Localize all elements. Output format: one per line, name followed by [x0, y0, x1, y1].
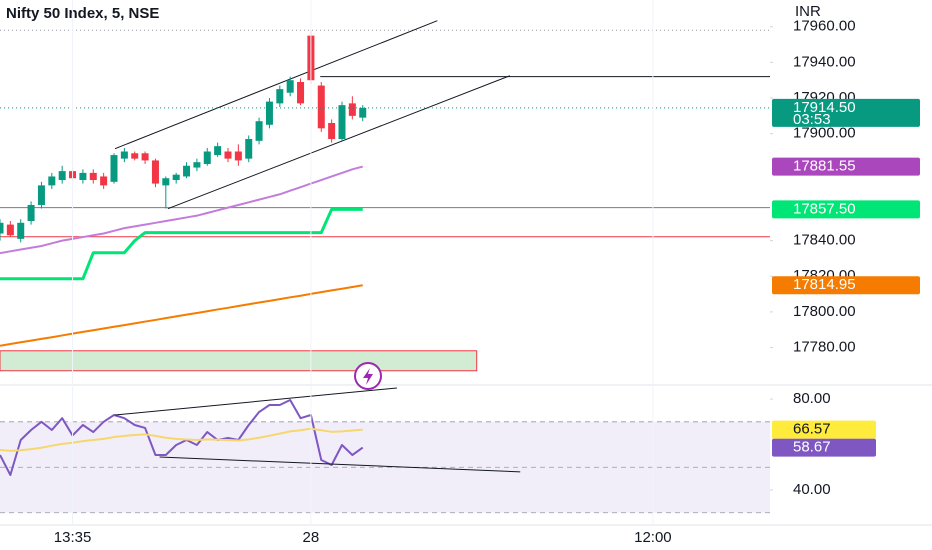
zone: [0, 350, 478, 372]
candle-body: [224, 151, 232, 159]
trendline: [114, 387, 397, 416]
candle-body: [214, 146, 222, 156]
alert-bolt: [363, 368, 373, 385]
y-tick-label: 40.00: [793, 481, 831, 498]
candle-body: [317, 85, 325, 129]
value-label-box: [772, 438, 876, 457]
value-label-box: [772, 276, 920, 295]
value-label: 17857.50: [793, 200, 856, 217]
candle-body: [17, 222, 25, 239]
trendline: [114, 20, 438, 150]
countdown-label: 03:53: [793, 111, 831, 128]
last-price-box: [772, 98, 920, 127]
y-tick-label: 17940.00: [793, 53, 856, 70]
y-tick-label: 17780.00: [793, 339, 856, 356]
candle-body: [172, 174, 180, 181]
candle-body: [120, 151, 128, 159]
value-label: 66.57: [793, 421, 831, 438]
trendline: [167, 75, 511, 210]
y-tick-label: 17800.00: [793, 303, 856, 320]
candle-body: [37, 185, 45, 205]
rsi-panel: [0, 387, 770, 514]
candle-body: [79, 172, 87, 181]
trendline: [159, 456, 521, 473]
candle-body: [110, 155, 118, 182]
candle-body: [6, 224, 14, 236]
value-label: 17814.95: [793, 276, 856, 293]
candle-body: [58, 171, 66, 181]
series-line: [0, 165, 363, 255]
candle-body: [234, 151, 242, 161]
value-label-box: [772, 200, 920, 219]
series-line: [0, 207, 363, 281]
candle-body: [286, 80, 294, 93]
candle-body: [255, 121, 263, 141]
candle-body: [203, 151, 211, 164]
candle-body: [265, 101, 273, 125]
y-tick-label: 17900.00: [793, 125, 856, 142]
x-tick-label: 13:35: [54, 529, 92, 546]
candle-body: [348, 103, 356, 116]
y-tick-label: 80.00: [793, 390, 831, 407]
candle-body: [338, 105, 346, 140]
candle-body: [276, 89, 284, 104]
value-label-box: [772, 420, 876, 439]
candle-body: [183, 165, 191, 177]
series-line: [0, 284, 363, 347]
alert-icon[interactable]: [354, 362, 382, 390]
candle-body: [0, 222, 4, 234]
candle-body: [245, 139, 253, 159]
candle-body: [359, 107, 367, 118]
candle-body: [193, 162, 201, 168]
x-tick-label: 28: [303, 529, 320, 546]
axis-labels: 17780.0017800.0017820.0017840.0017900.00…: [54, 18, 920, 546]
rsi-band: [0, 421, 770, 513]
series-line: [0, 399, 364, 476]
candle-body: [131, 153, 139, 159]
value-label-box: [772, 157, 920, 176]
candle-body: [328, 122, 336, 140]
chart-title: Nifty 50 Index, 5, NSE: [6, 5, 159, 22]
x-tick-label: 12:00: [634, 529, 672, 546]
y-tick-label: 17840.00: [793, 232, 856, 249]
candle-body: [141, 153, 149, 161]
last-price-label: 17914.50: [793, 99, 856, 116]
candle-body: [27, 204, 35, 222]
candle-body: [48, 176, 56, 186]
candle-body: [162, 178, 170, 186]
candle-body: [89, 172, 97, 181]
candle-body: [151, 160, 159, 184]
currency: INR: [795, 3, 821, 20]
candle-body: [100, 176, 108, 186]
series-line: [0, 427, 363, 452]
candle-body: [297, 81, 305, 104]
value-label: 58.67: [793, 439, 831, 456]
y-tick-label: 17960.00: [793, 18, 856, 35]
value-label: 17881.55: [793, 158, 856, 175]
